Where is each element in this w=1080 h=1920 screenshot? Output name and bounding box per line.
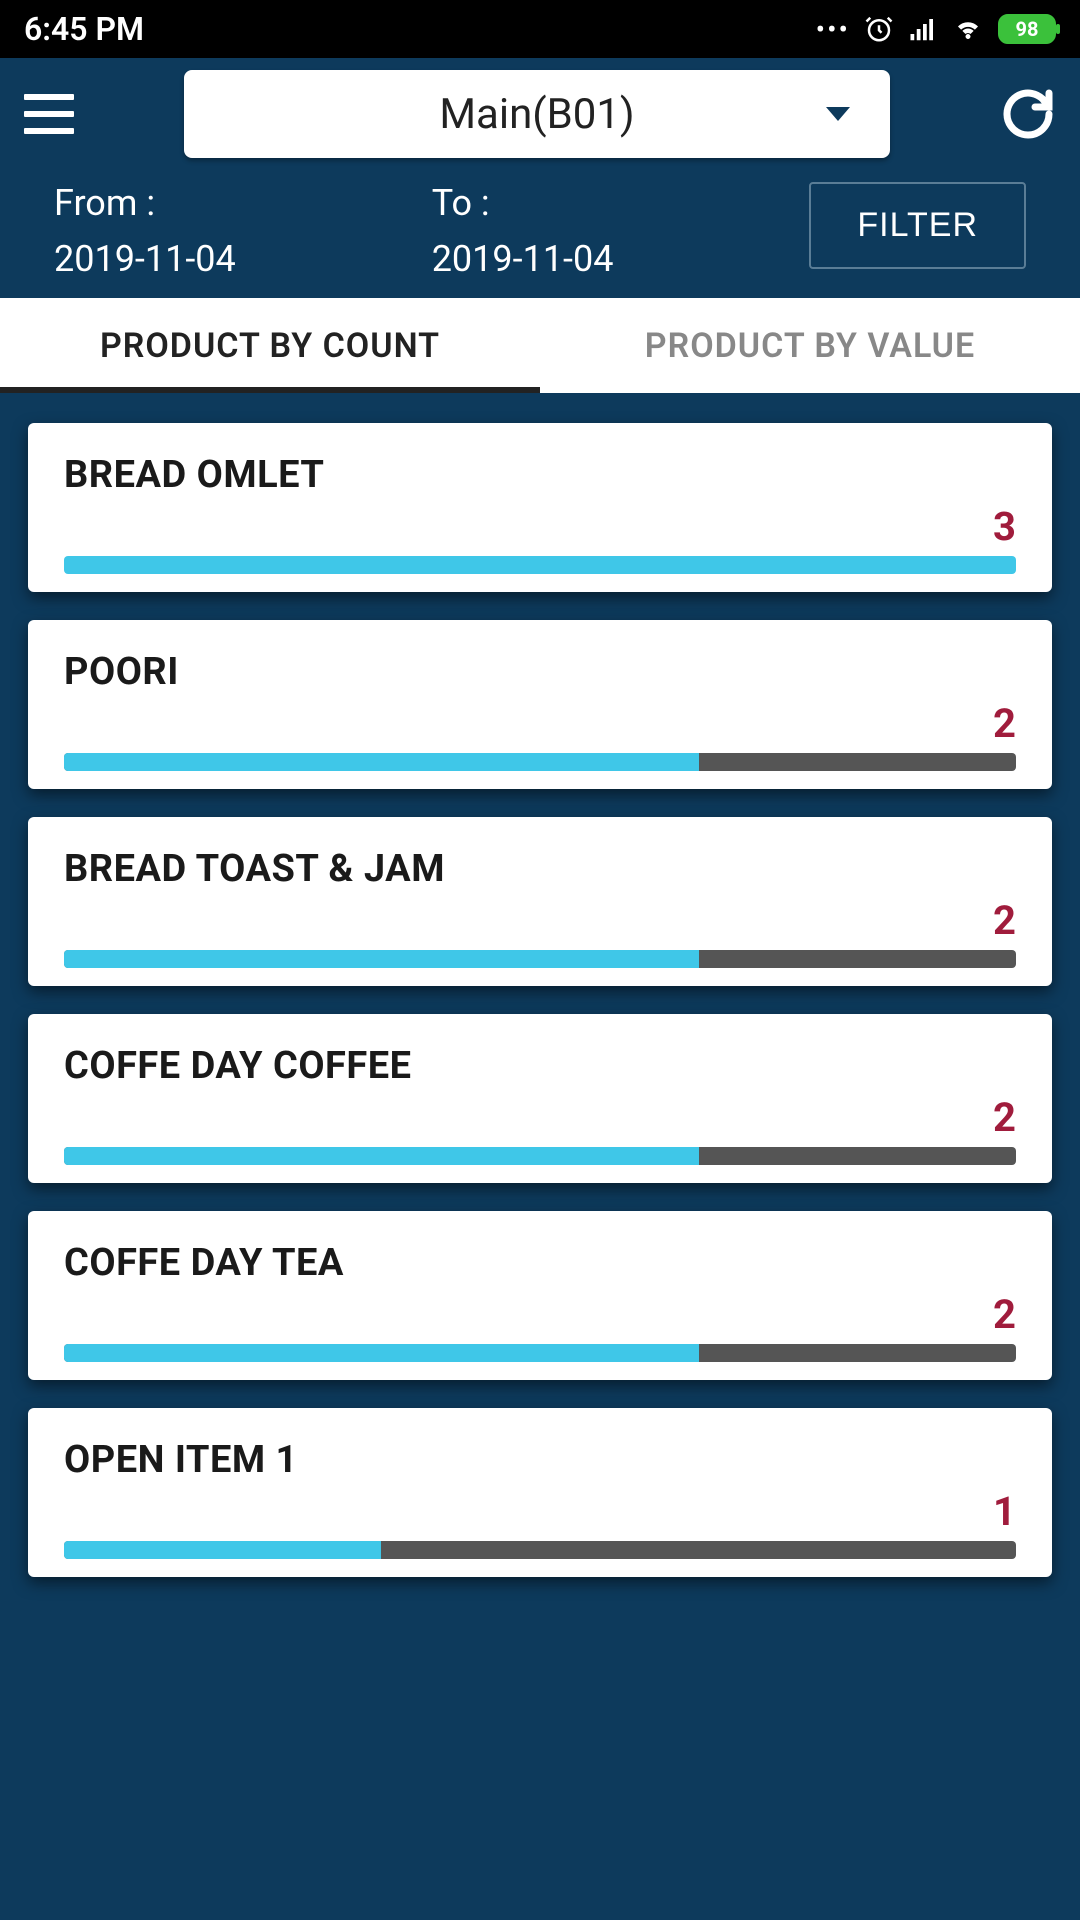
branch-dropdown[interactable]: Main(B01) bbox=[184, 70, 890, 158]
chevron-down-icon bbox=[826, 107, 850, 121]
progress-bar bbox=[64, 1541, 1016, 1559]
to-date: 2019-11-04 bbox=[432, 238, 790, 280]
progress-bar bbox=[64, 1147, 1016, 1165]
product-card[interactable]: BREAD TOAST & JAM 2 bbox=[28, 817, 1052, 986]
more-dots-icon: ••• bbox=[816, 13, 850, 46]
progress-bar-fill bbox=[64, 753, 699, 771]
product-card[interactable]: BREAD OMLET 3 bbox=[28, 423, 1052, 592]
product-card[interactable]: POORI 2 bbox=[28, 620, 1052, 789]
progress-bar bbox=[64, 1344, 1016, 1362]
alarm-icon bbox=[864, 14, 894, 44]
product-name: BREAD OMLET bbox=[64, 453, 1016, 497]
status-right: ••• 98 bbox=[816, 13, 1056, 46]
product-name: POORI bbox=[64, 650, 1016, 694]
refresh-icon[interactable] bbox=[1000, 86, 1056, 142]
product-count: 2 bbox=[64, 897, 1016, 944]
product-name: COFFE DAY COFFEE bbox=[64, 1044, 1016, 1088]
progress-bar-fill bbox=[64, 556, 1016, 574]
product-name: OPEN ITEM 1 bbox=[64, 1438, 1016, 1482]
tab-product-by-count[interactable]: PRODUCT BY COUNT bbox=[0, 298, 540, 393]
from-label: From : bbox=[54, 182, 412, 224]
product-name: COFFE DAY TEA bbox=[64, 1241, 1016, 1285]
progress-bar-fill bbox=[64, 1541, 381, 1559]
date-filter-row: From : 2019-11-04 To : 2019-11-04 FILTER bbox=[24, 158, 1056, 280]
status-bar: 6:45 PM ••• 98 bbox=[0, 0, 1080, 58]
battery-level: 98 bbox=[1016, 17, 1039, 41]
progress-bar-fill bbox=[64, 1344, 699, 1362]
menu-icon[interactable] bbox=[24, 94, 74, 134]
from-date-block[interactable]: From : 2019-11-04 bbox=[54, 182, 412, 280]
tabs: PRODUCT BY COUNT PRODUCT BY VALUE bbox=[0, 298, 1080, 393]
progress-bar bbox=[64, 950, 1016, 968]
wifi-icon bbox=[952, 14, 984, 44]
product-name: BREAD TOAST & JAM bbox=[64, 847, 1016, 891]
progress-bar-fill bbox=[64, 1147, 699, 1165]
battery-icon: 98 bbox=[998, 14, 1056, 44]
product-card[interactable]: COFFE DAY COFFEE 2 bbox=[28, 1014, 1052, 1183]
to-date-block[interactable]: To : 2019-11-04 bbox=[432, 182, 790, 280]
to-label: To : bbox=[432, 182, 790, 224]
from-date: 2019-11-04 bbox=[54, 238, 412, 280]
filter-button[interactable]: FILTER bbox=[809, 182, 1026, 269]
progress-bar bbox=[64, 556, 1016, 574]
product-list[interactable]: BREAD OMLET3POORI2BREAD TOAST & JAM2COFF… bbox=[0, 393, 1080, 1607]
signal-icon bbox=[908, 14, 938, 44]
product-card[interactable]: COFFE DAY TEA 2 bbox=[28, 1211, 1052, 1380]
app-header: Main(B01) From : 2019-11-04 To : 2019-11… bbox=[0, 58, 1080, 298]
status-time: 6:45 PM bbox=[24, 10, 144, 48]
product-count: 3 bbox=[64, 503, 1016, 550]
tab-product-by-value[interactable]: PRODUCT BY VALUE bbox=[540, 298, 1080, 393]
product-count: 2 bbox=[64, 1291, 1016, 1338]
header-toolbar: Main(B01) bbox=[24, 70, 1056, 158]
product-count: 2 bbox=[64, 1094, 1016, 1141]
product-card[interactable]: OPEN ITEM 1 1 bbox=[28, 1408, 1052, 1577]
progress-bar-fill bbox=[64, 950, 699, 968]
progress-bar bbox=[64, 753, 1016, 771]
product-count: 1 bbox=[64, 1488, 1016, 1535]
product-count: 2 bbox=[64, 700, 1016, 747]
branch-selected-label: Main(B01) bbox=[439, 90, 634, 139]
